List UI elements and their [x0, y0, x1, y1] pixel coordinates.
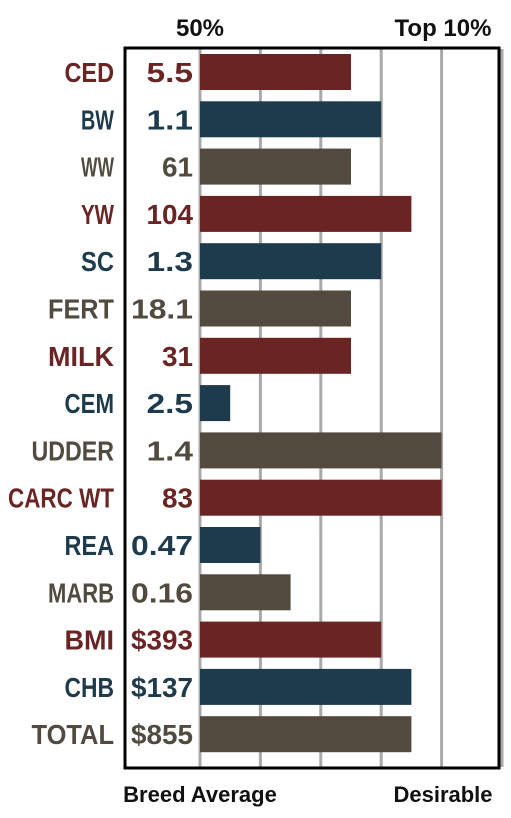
- bottom-label-breed-average: Breed Average: [123, 782, 277, 807]
- category-label: UDDER: [32, 435, 115, 466]
- category-label: TOTAL: [32, 719, 115, 750]
- bar-rea: [200, 527, 261, 563]
- value-label: $393: [131, 625, 193, 656]
- value-label: 83: [162, 483, 193, 514]
- category-label: CEM: [65, 388, 115, 419]
- bar-sc: [200, 243, 382, 280]
- bar-cem: [200, 385, 231, 422]
- value-label: 104: [147, 199, 194, 230]
- bar-udder: [200, 432, 442, 469]
- value-label: 1.4: [147, 435, 194, 466]
- category-label: CED: [65, 57, 115, 88]
- category-label: MARB: [48, 577, 114, 608]
- bottom-label-desirable: Desirable: [393, 782, 492, 807]
- value-label: 5.5: [147, 57, 194, 88]
- bar-chb: [200, 668, 412, 705]
- value-label: 31: [162, 341, 193, 372]
- bar-fert: [200, 290, 351, 327]
- value-label: $855: [131, 719, 193, 750]
- category-label: FERT: [48, 294, 114, 325]
- bar-carc-wt: [200, 479, 442, 516]
- top-label-top10: Top 10%: [395, 15, 492, 42]
- bar-total: [200, 716, 412, 753]
- value-label: 1.1: [147, 104, 194, 135]
- bars: [200, 54, 442, 753]
- bar-ww: [200, 148, 351, 185]
- value-label: 0.47: [131, 530, 193, 561]
- chart-frame: [123, 46, 501, 770]
- category-label: WW: [81, 152, 114, 183]
- value-label: 1.3: [147, 246, 194, 277]
- bar-ced: [200, 54, 351, 90]
- category-label: SC: [81, 246, 114, 277]
- category-label: CHB: [65, 672, 115, 703]
- category-label: CARC WT: [8, 483, 114, 514]
- value-label: 61: [162, 152, 193, 183]
- value-label: 18.1: [131, 294, 193, 325]
- labels: CED 5.5 BW 1.1 WW 61 YW 104 SC 1.3 FERT 18.1 MILK 31 C…: [8, 57, 193, 750]
- top-label-50: 50%: [176, 15, 224, 42]
- bar-milk: [200, 337, 351, 374]
- category-label: BMI: [65, 625, 115, 656]
- category-label: MILK: [48, 341, 114, 372]
- value-label: 2.5: [147, 388, 194, 419]
- bar-bw: [200, 101, 382, 138]
- value-label: $137: [131, 672, 193, 703]
- category-label: REA: [65, 530, 115, 561]
- bar-yw: [200, 195, 412, 232]
- bar-bmi: [200, 621, 382, 658]
- category-label: YW: [81, 199, 114, 230]
- value-label: 0.16: [131, 577, 193, 608]
- bar-marb: [200, 574, 291, 611]
- category-label: BW: [81, 104, 114, 135]
